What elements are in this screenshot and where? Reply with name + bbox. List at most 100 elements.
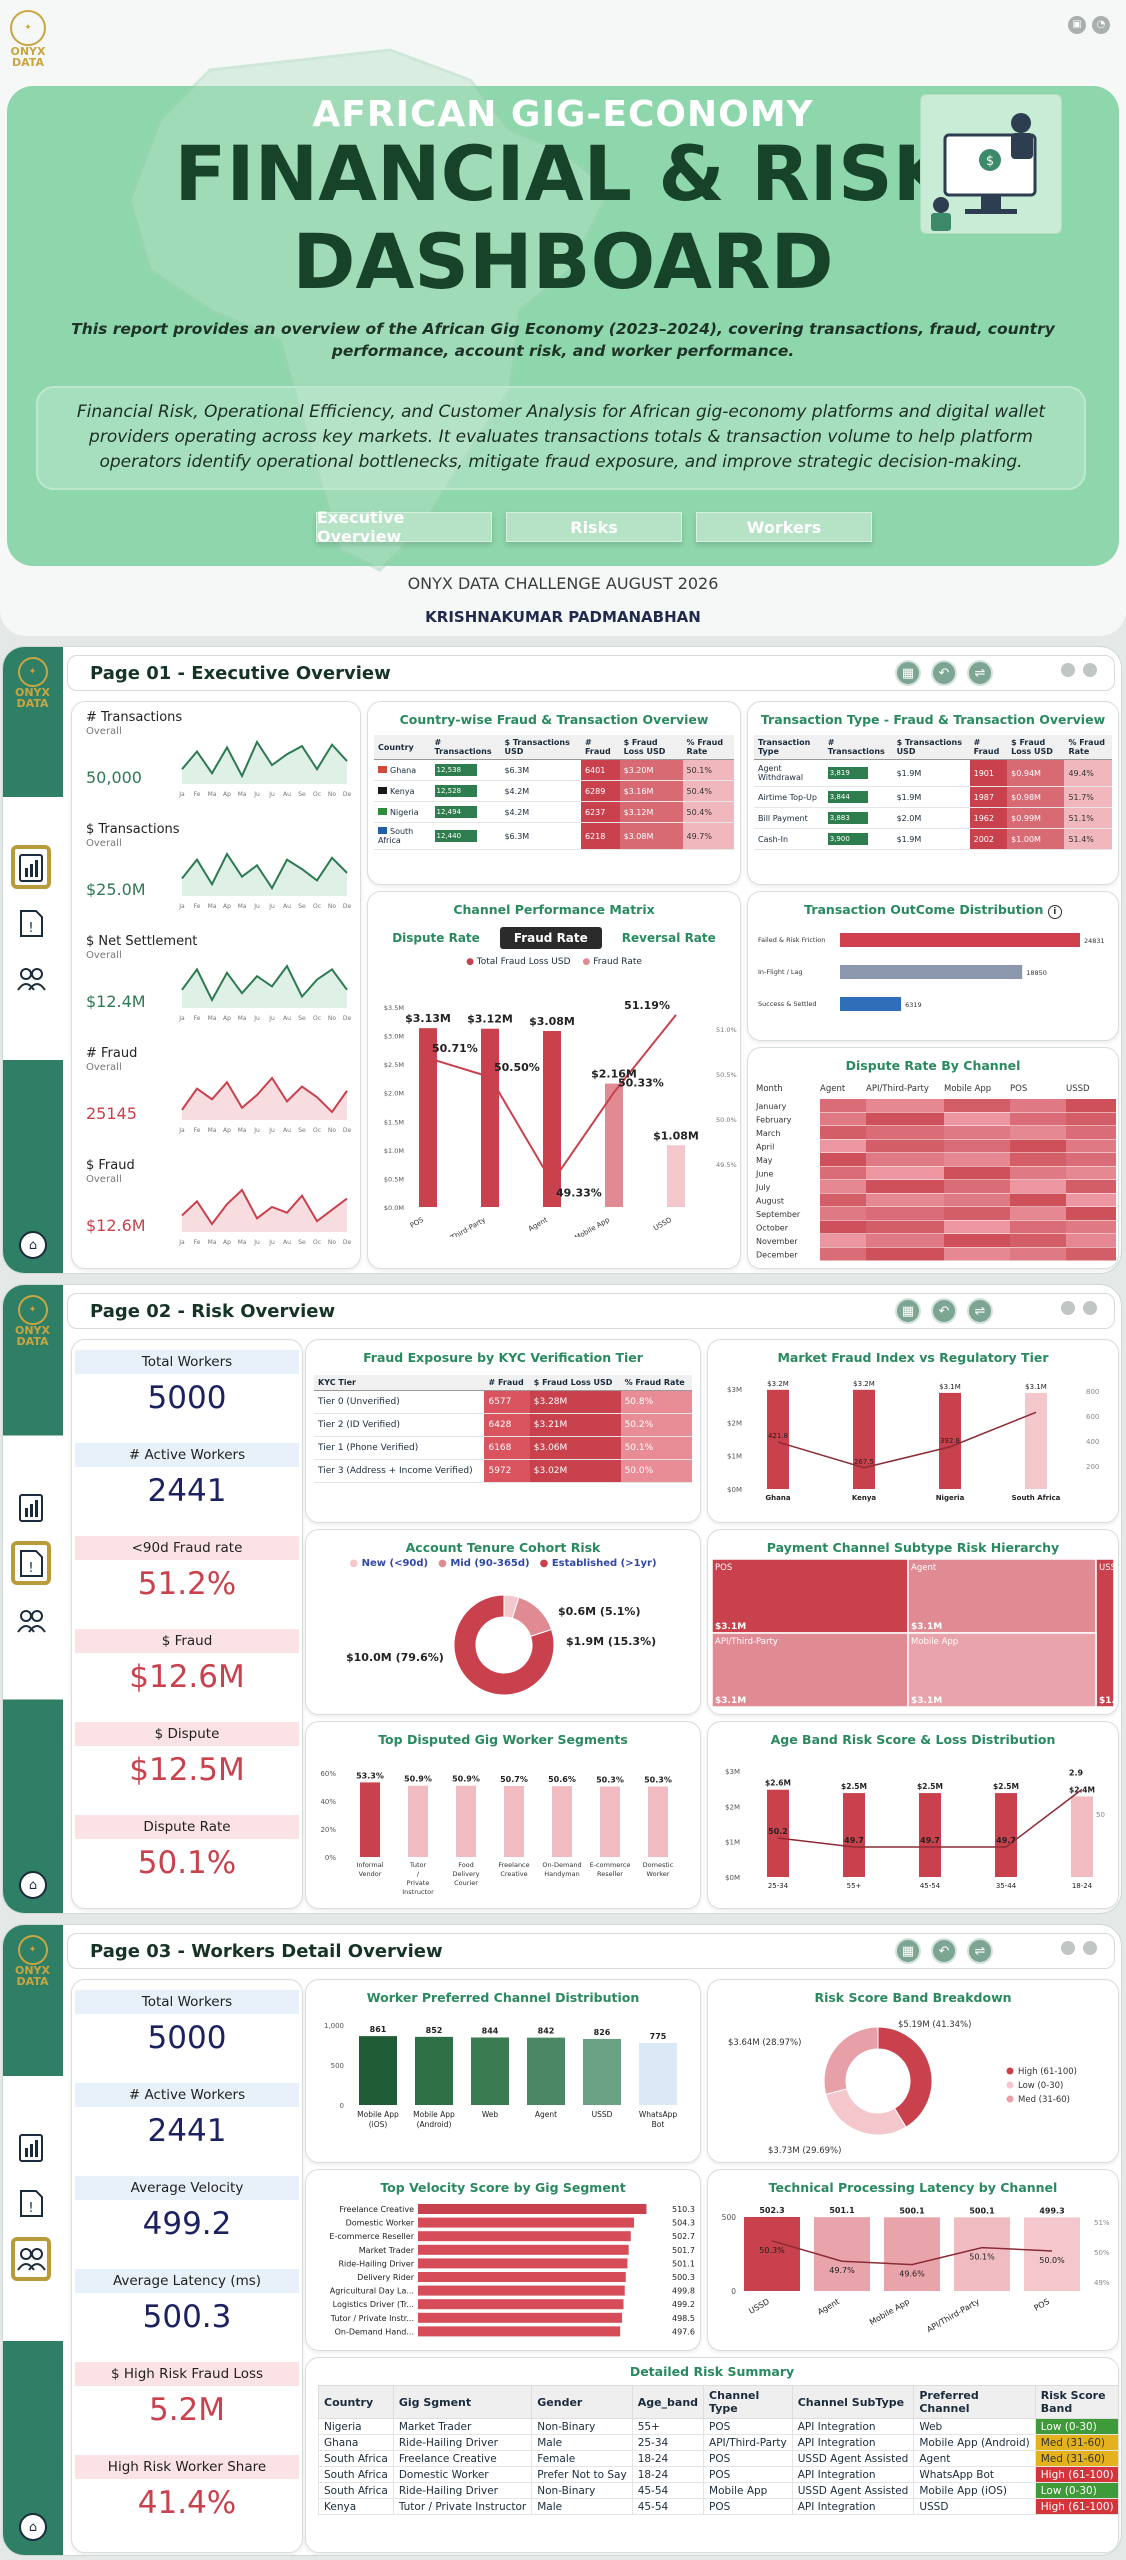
y-tick: $1.5M <box>384 1118 404 1126</box>
legend-label: Low (0-30) <box>1018 2081 1063 2091</box>
cover-title-line1: FINANCIAL & RISK <box>174 129 952 218</box>
y-tick: 40% <box>320 1798 336 1806</box>
heatmap-cell <box>1066 1207 1116 1220</box>
table-cell: 49.4% <box>1064 759 1112 787</box>
treemap-value: $3.1M <box>911 1622 942 1632</box>
table-cell: $1.9M <box>892 828 970 850</box>
nav-executive-overview-button[interactable]: Executive Overview <box>316 508 492 546</box>
category-label: Tutor / Private Instr... <box>330 2314 414 2323</box>
tab-dispute-rate[interactable]: Dispute Rate <box>392 931 480 945</box>
x-tick: API/Third-Party <box>438 1216 487 1237</box>
bookmark-icon[interactable]: ▦ <box>895 660 921 686</box>
info-icon[interactable]: i <box>1047 905 1062 919</box>
month-tick: De <box>343 1015 352 1022</box>
table-row: Agent Withdrawal 3,819 $1.9M 1901 $0.94M 49.4… <box>754 759 1112 787</box>
table-cell: 6289 <box>580 780 620 802</box>
table-cell: $1.00M <box>1007 828 1065 850</box>
table-cell: 3,819 <box>823 759 893 787</box>
nav-workers-icon[interactable] <box>11 2237 51 2281</box>
bar-value-label: $2.5M <box>841 1782 867 1791</box>
treemap-value: $3.1M <box>911 1696 942 1706</box>
heatmap-cell <box>866 1153 944 1166</box>
value-label: 497.6 <box>672 2327 695 2336</box>
sparkline-line <box>181 1076 348 1114</box>
comment-icon[interactable] <box>1061 1301 1075 1315</box>
y-tick: 0% <box>325 1854 336 1862</box>
sparkline-area <box>182 742 347 784</box>
filter-icon[interactable]: ⇌ <box>967 660 993 686</box>
kpi-label: $ Fraud <box>75 1629 299 1653</box>
bar <box>1071 1796 1093 1877</box>
heatmap-cell <box>1066 1234 1116 1247</box>
nav-executive-icon[interactable] <box>11 2125 51 2169</box>
tab-reversal-rate[interactable]: Reversal Rate <box>621 931 716 945</box>
home-icon[interactable]: ⌂ <box>19 1231 47 1259</box>
heatmap-cell <box>866 1166 944 1180</box>
nav-risk-icon[interactable]: ! <box>11 901 51 945</box>
sparkline-chart: Ja Fe Ma Ap Ma Ju Ju Au Se Oc No De <box>178 1076 351 1134</box>
bar <box>419 1028 437 1207</box>
home-icon[interactable]: ⌂ <box>19 2513 47 2541</box>
table-cell: $1.9M <box>892 786 970 808</box>
table-cell: $6.3M <box>500 759 581 781</box>
bar-value-label: 53.3% <box>356 1771 384 1780</box>
filter-icon[interactable]: ⇌ <box>967 1298 993 1324</box>
kpi-sublabel: Overall <box>86 1174 122 1185</box>
heatmap-cell <box>1010 1153 1066 1166</box>
bar-value-label: 50.3% <box>596 1776 624 1785</box>
nav-workers-icon[interactable] <box>11 957 51 1001</box>
kpi-label: # Active Workers <box>75 1443 299 1467</box>
nav-executive-icon[interactable] <box>11 845 51 889</box>
heatmap-cell <box>866 1234 944 1247</box>
heatmap-cell <box>944 1180 1010 1193</box>
nav-risk-icon[interactable]: ! <box>11 2181 51 2225</box>
nav-risk-icon[interactable]: ! <box>11 1541 51 1585</box>
table-cell: 50.0% <box>620 1459 692 1483</box>
nav-risks-button[interactable]: Risks <box>506 512 682 542</box>
nav-workers-button[interactable]: Workers <box>696 512 872 542</box>
table-cell: WhatsApp Bot <box>913 2466 1036 2483</box>
sparkline-line <box>181 739 348 779</box>
table-cell: Kenya <box>374 780 431 802</box>
table-cell: Market Trader <box>392 2418 533 2435</box>
nav-executive-icon[interactable] <box>11 1485 51 1529</box>
info-icon[interactable] <box>1083 1301 1097 1315</box>
info-icon[interactable]: ◔ <box>1092 16 1110 34</box>
filter-icon[interactable]: ⇌ <box>967 1938 993 1964</box>
tab-fraud-rate[interactable]: Fraud Rate <box>499 927 602 949</box>
heatmap-cell <box>866 1126 944 1139</box>
value-label: 498.5 <box>672 2314 695 2323</box>
index-label: 267.5 <box>854 1458 874 1466</box>
back-icon[interactable]: ↶ <box>931 1938 957 1964</box>
info-icon[interactable] <box>1083 663 1097 677</box>
y2-tick: 400 <box>1086 1438 1099 1446</box>
table-cell: South Africa <box>318 2450 394 2467</box>
bookmark-icon[interactable]: ▦ <box>895 1938 921 1964</box>
sparkline-area <box>182 1190 347 1232</box>
risk-label: 2.9 <box>1069 1768 1084 1777</box>
y-tick: $2M <box>725 1803 740 1811</box>
kpi-sublabel: Overall <box>86 726 122 737</box>
info-icon[interactable] <box>1083 1941 1097 1955</box>
table-cell: 12,538 <box>430 759 501 781</box>
home-icon[interactable]: ⌂ <box>19 1871 47 1899</box>
kpi-value: 5000 <box>147 2020 227 2056</box>
nav-workers-icon[interactable] <box>11 1599 51 1643</box>
kpi-value: 5.2M <box>148 2392 226 2428</box>
table-cell: 50.1% <box>620 1436 692 1460</box>
legend-label: Mid (90-365d) <box>450 1558 530 1569</box>
comment-icon[interactable]: ▣ <box>1068 16 1086 34</box>
comment-icon[interactable] <box>1061 1941 1075 1955</box>
comment-icon[interactable] <box>1061 663 1075 677</box>
kpi-block: # Fraud Overall 25145 Ja Fe Ma Ap Ma Ju Ju Au Se Oc N… <box>86 1046 356 1154</box>
back-icon[interactable]: ↶ <box>931 660 957 686</box>
legend-dot <box>1006 2095 1014 2103</box>
legend-label: Established (>1yr) <box>551 1558 657 1569</box>
table-cell: Tier 3 (Address + Income Verified) <box>314 1459 485 1483</box>
back-icon[interactable]: ↶ <box>931 1298 957 1324</box>
y-tick: $3.5M <box>384 1004 404 1012</box>
month-label: April <box>756 1143 774 1152</box>
bar-value-label: 502.3 <box>759 2206 784 2215</box>
month-tick: Ma <box>208 1015 217 1022</box>
bookmark-icon[interactable]: ▦ <box>895 1298 921 1324</box>
